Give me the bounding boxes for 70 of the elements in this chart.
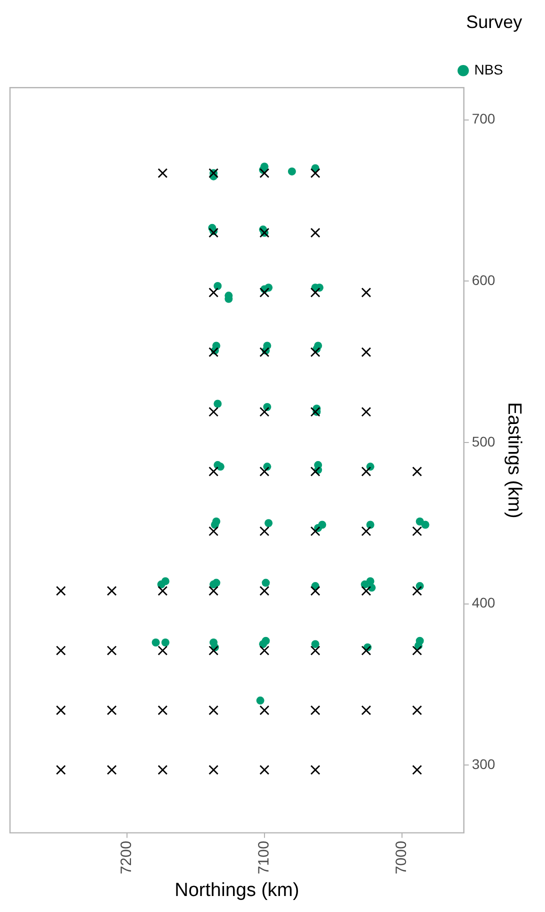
point (259, 347, 270, 358)
point (310, 466, 320, 476)
point (259, 168, 270, 178)
point (56, 586, 66, 596)
point (310, 406, 320, 417)
x-tick-label: 7000 (393, 840, 410, 874)
point (361, 586, 372, 596)
point (259, 586, 270, 596)
point (208, 526, 218, 536)
point (310, 764, 320, 775)
point (259, 406, 270, 417)
point (56, 705, 66, 716)
point (158, 646, 168, 656)
point (158, 168, 168, 178)
point (56, 764, 66, 775)
point (259, 764, 270, 775)
point (158, 586, 168, 596)
y-axis-title: Eastings (km) (503, 402, 524, 518)
point (361, 347, 372, 358)
point (310, 168, 320, 178)
point (106, 764, 117, 775)
point (208, 406, 218, 417)
x-axis-title: Northings (km) (174, 880, 300, 901)
point (412, 646, 422, 656)
point (361, 288, 372, 298)
legend-title: Survey (466, 12, 522, 32)
point (412, 526, 422, 536)
point (361, 466, 372, 476)
point (208, 586, 218, 596)
point (208, 228, 218, 238)
point (208, 764, 218, 775)
x-tick-label: 7200 (118, 840, 136, 874)
legend-label: NBS (474, 61, 504, 78)
point (412, 586, 422, 596)
point (106, 586, 117, 596)
point (412, 466, 422, 476)
point (310, 705, 320, 716)
point (56, 646, 66, 656)
point (158, 705, 168, 716)
y-tick-label: 600 (472, 272, 496, 288)
point (106, 646, 117, 656)
point (259, 705, 270, 716)
point (208, 288, 218, 298)
point (208, 466, 218, 476)
y-tick-label: 300 (472, 756, 496, 772)
point (259, 646, 270, 656)
y-tick-label: 400 (472, 594, 496, 611)
point (259, 466, 270, 476)
point (208, 347, 218, 358)
point (310, 347, 320, 358)
point (412, 764, 422, 775)
point (310, 646, 320, 656)
point (412, 705, 422, 716)
y-tick-label: 500 (472, 433, 496, 450)
x-tick-label: 7100 (256, 840, 273, 874)
point (361, 406, 372, 417)
point (310, 526, 320, 536)
y-tick-label: 700 (472, 110, 496, 127)
point (106, 705, 117, 716)
point (259, 288, 270, 298)
point (259, 526, 270, 536)
point (361, 705, 372, 716)
point (310, 228, 320, 238)
point (158, 764, 168, 775)
point (208, 646, 218, 656)
point (310, 288, 320, 298)
point (310, 586, 320, 596)
point (361, 526, 372, 536)
point (208, 705, 218, 716)
point (361, 646, 372, 656)
